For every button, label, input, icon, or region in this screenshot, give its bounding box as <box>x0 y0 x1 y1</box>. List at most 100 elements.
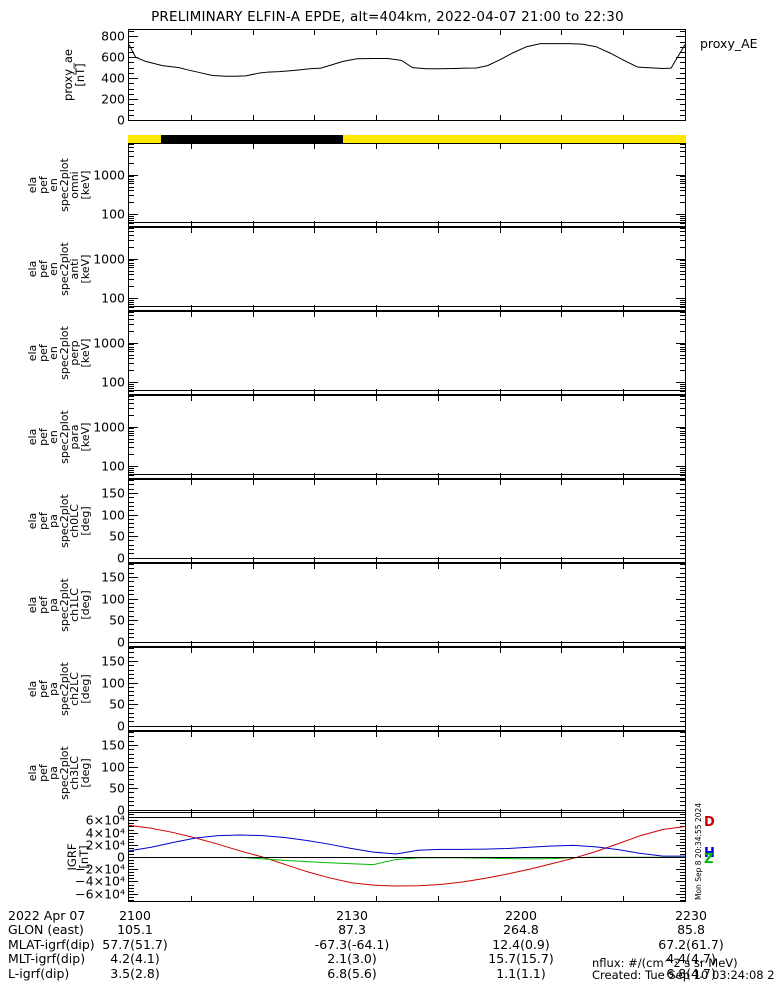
axis-tick <box>129 770 134 772</box>
axis-tick <box>437 312 439 317</box>
table-row: L-igrf(dip) 3.5(2.8) 6.8(5.6) 1.1(1.1) 6.8(4… <box>0 965 775 981</box>
axis-tick <box>129 467 134 469</box>
axis-tick <box>680 279 685 281</box>
axis-tick <box>680 669 685 671</box>
axis-tick <box>129 246 134 248</box>
axis-tick <box>680 180 685 182</box>
axis-tick <box>129 274 134 276</box>
axis-tick-label: 0 <box>117 718 125 734</box>
axis-tick <box>129 323 134 325</box>
axis-tick <box>676 660 685 662</box>
axis-tick <box>129 736 134 738</box>
axis-tick <box>129 717 134 719</box>
axis-tick <box>680 594 685 596</box>
axis-tick <box>680 246 685 248</box>
panel-pitch-angle-1: 150 100 50 0 <box>101 563 686 649</box>
axis-tick <box>129 262 134 264</box>
axis-tick <box>129 704 138 706</box>
panel-gridline <box>129 809 685 811</box>
table-cell: 12.4(0.9) <box>492 936 550 952</box>
axis-tick <box>129 598 138 600</box>
axis-tick <box>680 740 685 742</box>
axis-tick <box>680 624 685 626</box>
axis-tick <box>129 414 134 416</box>
panel-energy-spectrogram-1: 1000 100 <box>93 227 686 311</box>
axis-tick-label: 100 <box>101 759 125 775</box>
axis-tick <box>680 749 685 751</box>
axis-tick <box>129 762 134 764</box>
axis-tick <box>680 564 685 565</box>
page-title: PRELIMINARY ELFIN-A EPDE, alt=404km, 202… <box>151 9 624 25</box>
axis-tick <box>129 673 134 675</box>
axis-tick <box>680 607 685 609</box>
axis-tick <box>129 454 134 456</box>
axis-tick <box>680 568 685 570</box>
axis-tick <box>129 665 134 667</box>
axis-tick <box>129 564 134 565</box>
axis-tick <box>129 648 134 649</box>
axis-tick <box>376 396 378 401</box>
axis-tick <box>680 432 685 434</box>
footer-created: Created: Tue Sep 10 03:24:08 2024 <box>592 968 775 982</box>
table-cell: 2100 <box>119 908 151 923</box>
axis-tick <box>129 466 138 468</box>
axis-tick <box>129 215 134 217</box>
axis-tick <box>680 301 685 303</box>
panel-igrf: 6×10⁴ 4×10⁴ 2×10⁴ 0 −2×10⁴ −4×10⁴ −6×10⁴ <box>75 812 686 902</box>
axis-tick <box>129 286 134 288</box>
axis-tick <box>129 344 134 346</box>
axis-tick <box>499 564 501 569</box>
axis-tick <box>680 775 685 777</box>
axis-tick <box>129 432 134 434</box>
axis-tick <box>680 510 685 512</box>
table-cell: 6.8(4.7) <box>666 965 716 981</box>
axis-ticks <box>129 228 685 311</box>
panel-gridline <box>129 306 685 308</box>
axis-tick <box>680 721 685 723</box>
axis-tick <box>129 234 134 236</box>
axis-tick <box>680 228 685 229</box>
panel-energy-spectrogram-3-ylabel: ela pef en spec2plot para [keV] <box>26 410 92 464</box>
axis-tick <box>314 732 316 737</box>
axis-tick <box>129 801 134 803</box>
axis-tick <box>129 553 134 555</box>
axis-tick <box>129 348 134 350</box>
panel-energy-spectrogram-0: 1000 100 <box>93 143 686 227</box>
axis-tick <box>129 183 134 185</box>
axis-tick <box>129 402 134 404</box>
table-cell: 85.8 <box>677 922 705 938</box>
table-row: 2022 Apr 07 2100 2130 2200 2230 <box>0 908 775 923</box>
axis-tick-label: 0 <box>117 802 125 818</box>
axis-tick <box>190 564 192 569</box>
axis-tick <box>680 544 685 546</box>
axis-tick <box>680 234 685 236</box>
axis-tick <box>129 399 134 401</box>
axis-tick <box>680 402 685 404</box>
axis-tick <box>129 435 134 437</box>
panel-energy-spectrogram-2-ylabel: ela pef en spec2plot perp [keV] <box>26 326 92 380</box>
panel-pitch-angle-3-ylabel: ela pef pa spec2plot ch3LC [deg] <box>26 746 92 800</box>
axis-tick <box>680 150 685 152</box>
panel-proxy-ae-ylabel: proxy_ae [nT] <box>61 49 87 101</box>
axis-tick <box>561 312 563 317</box>
axis-tick <box>680 215 685 217</box>
axis-tick <box>129 712 134 714</box>
axis-tick <box>252 396 254 401</box>
axis-tick <box>129 792 134 794</box>
panel-pitch-angle-1-ylabel: ela pef pa spec2plot ch1LC [deg] <box>26 578 92 632</box>
axis-tick <box>129 174 138 176</box>
axis-tick <box>561 648 563 653</box>
axis-tick-label: 150 <box>101 485 125 501</box>
axis-tick <box>676 536 685 538</box>
axis-tick <box>680 805 685 807</box>
axis-tick <box>129 315 134 317</box>
axis-tick <box>680 274 685 276</box>
axis-tick <box>129 270 134 272</box>
axis-tick <box>680 549 685 551</box>
axis-tick <box>680 602 685 604</box>
axis-tick <box>190 396 192 401</box>
axis-tick <box>680 323 685 325</box>
axis-tick <box>680 783 685 785</box>
axis-tick <box>129 691 134 693</box>
axis-ticks <box>129 564 685 647</box>
